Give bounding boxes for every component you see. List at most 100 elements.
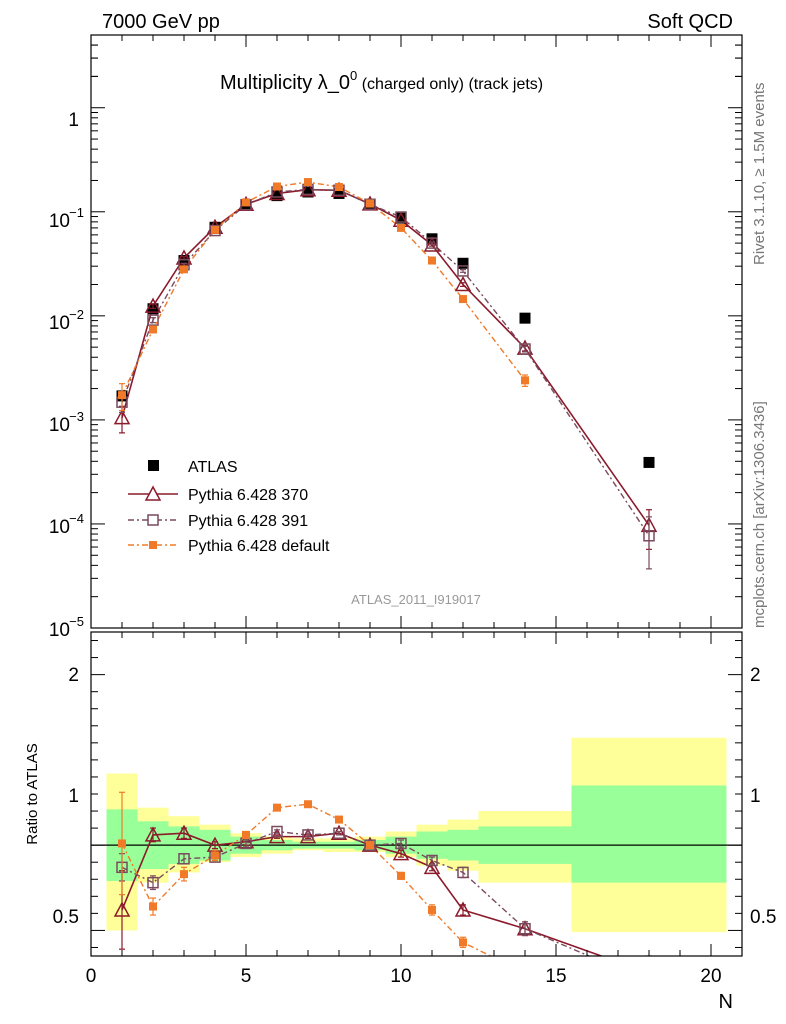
main-point-pythia-6-428-391	[643, 530, 655, 542]
main-y-tick-labels: 1 10 −1 10 −2 10 −3 10 −4 10 −5	[49, 110, 84, 641]
main-point-pythia-6-428-default	[459, 295, 467, 304]
ratio-point-pythia-6-428-391	[395, 837, 407, 850]
ratio-point-pythia-6-428-370	[330, 824, 348, 840]
main-point-pythia-6-428-default	[304, 178, 312, 187]
main-y-tick-0.00001: 10	[49, 620, 70, 641]
ratio-point-pythia-6-428-391	[147, 876, 159, 889]
ratio-y-tick-2-left: 2	[68, 665, 79, 686]
main-point-pythia-6-428-default	[521, 376, 529, 385]
x-tick-labels: 0 5 10 15 20	[86, 966, 722, 987]
ratio-point-pythia-6-428-370	[175, 824, 193, 840]
ratio-point-pythia-6-428-391	[178, 853, 190, 865]
legend-label-default: Pythia 6.428 default	[188, 538, 330, 555]
main-y-tick-0.01-exp: −2	[69, 307, 84, 322]
main-point-pythia-6-428-391	[209, 224, 221, 237]
main-y-tick-0.0001: 10	[49, 517, 70, 538]
main-y-tick-0.0001-exp: −4	[69, 511, 84, 526]
ratio-point-pythia-6-428-370	[423, 858, 441, 875]
main-point-pythia-6-428-370	[144, 297, 162, 313]
x-tick-0: 0	[86, 966, 97, 987]
ratio-point-pythia-6-428-default	[521, 969, 529, 977]
ratio-point-pythia-6-428-370	[144, 826, 162, 842]
main-point-pythia-6-428-391	[364, 198, 376, 211]
legend-marker-391	[147, 514, 159, 526]
chart-title-sup: 0	[350, 68, 357, 83]
legend: ATLAS Pythia 6.428 370 Pythia 6.428 391 …	[128, 459, 330, 555]
main-point-pythia-6-428-default	[118, 391, 126, 400]
main-point-pythia-6-428-default	[335, 183, 343, 192]
main-line-pythia-6-428-default	[121, 181, 526, 396]
green-band-13	[571, 785, 727, 883]
main-point-pythia-6-428-391	[426, 237, 438, 249]
x-tick-15: 15	[545, 966, 566, 987]
chart-title-main: Multiplicity λ_0	[220, 72, 350, 94]
main-point-pythia-6-428-default	[180, 265, 188, 274]
main-point-atlas	[333, 187, 345, 199]
ratio-point-pythia-6-428-370	[642, 966, 656, 979]
ratio-point-pythia-6-428-391	[426, 854, 438, 867]
ratio-point-pythia-6-428-391	[364, 839, 376, 851]
x-axis-label: N	[719, 991, 733, 1013]
legend-marker-370	[144, 485, 162, 501]
main-point-pythia-6-428-391	[147, 314, 159, 326]
ratio-point-pythia-6-428-370	[392, 845, 410, 861]
analysis-id: ATLAS_2011_I919017	[351, 592, 481, 607]
ratio-y-tick-labels: 2 1 0.5 2 1 0.5	[53, 665, 777, 928]
ratio-point-pythia-6-428-default	[273, 803, 281, 812]
ratio-markers	[113, 791, 656, 987]
chart-title-rest: (charged only) (track jets)	[357, 76, 543, 93]
ratio-point-pythia-6-428-370	[113, 901, 131, 917]
ratio-point-pythia-6-428-391	[302, 829, 314, 841]
main-y-tick-0.01: 10	[49, 313, 70, 334]
main-y-tick-0.1: 10	[49, 211, 70, 232]
main-point-pythia-6-428-370	[454, 275, 472, 292]
legend-label-atlas: ATLAS	[188, 459, 238, 476]
x-tick-10: 10	[390, 966, 411, 987]
ratio-point-pythia-6-428-default	[149, 902, 157, 911]
main-point-pythia-6-428-default	[149, 325, 157, 334]
main-point-pythia-6-428-370	[113, 409, 131, 425]
ratio-point-pythia-6-428-391	[644, 977, 654, 987]
ratio-point-pythia-6-428-default	[428, 905, 436, 914]
legend-marker-atlas	[148, 460, 159, 471]
main-y-tick-0.001: 10	[49, 415, 70, 436]
x-tick-20: 20	[700, 966, 721, 987]
main-point-atlas	[519, 312, 531, 324]
ratio-point-pythia-6-428-default	[459, 938, 467, 947]
main-y-tick-0.001-exp: −3	[69, 409, 84, 424]
ratio-point-pythia-6-428-391	[333, 827, 345, 839]
main-point-pythia-6-428-391	[519, 343, 531, 355]
legend-marker-default	[149, 541, 157, 549]
ratio-point-pythia-6-428-default	[118, 839, 126, 848]
main-point-pythia-6-428-default	[273, 182, 281, 191]
ratio-point-pythia-6-428-default	[366, 841, 374, 850]
ratio-y-tick-1-left: 1	[68, 786, 79, 807]
main-y-tick-0.00001-exp: −5	[69, 614, 84, 629]
main-point-pythia-6-428-370	[423, 236, 441, 252]
ratio-point-pythia-6-428-default	[304, 800, 312, 809]
ratio-point-pythia-6-428-default	[211, 851, 219, 860]
main-point-atlas	[302, 186, 314, 198]
ratio-point-pythia-6-428-default	[180, 870, 188, 879]
ratio-y-tick-2-right: 2	[750, 665, 761, 686]
main-point-atlas	[457, 257, 469, 269]
main-point-atlas	[178, 255, 190, 267]
main-markers	[113, 178, 658, 570]
ratio-y-tick-0.5-right: 0.5	[750, 907, 776, 928]
main-point-atlas	[395, 212, 407, 224]
ratio-point-pythia-6-428-370	[299, 828, 317, 844]
main-y-tick-0.1-exp: −1	[69, 205, 84, 220]
main-point-pythia-6-428-default	[242, 198, 250, 207]
main-lines	[121, 181, 650, 537]
main-y-tick-1: 1	[68, 110, 79, 131]
header-energy: 7000 GeV pp	[102, 11, 220, 33]
ratio-point-pythia-6-428-370	[454, 901, 472, 917]
site-info: mcplots.cern.ch [arXiv:1306.3436]	[751, 401, 768, 628]
ratio-y-tick-0.5-left: 0.5	[53, 907, 79, 928]
main-point-pythia-6-428-default	[211, 225, 219, 234]
ratio-point-pythia-6-428-default	[397, 871, 405, 880]
ratio-point-pythia-6-428-391	[271, 825, 283, 838]
ratio-point-pythia-6-428-default	[242, 830, 250, 839]
legend-label-391: Pythia 6.428 391	[188, 513, 308, 530]
